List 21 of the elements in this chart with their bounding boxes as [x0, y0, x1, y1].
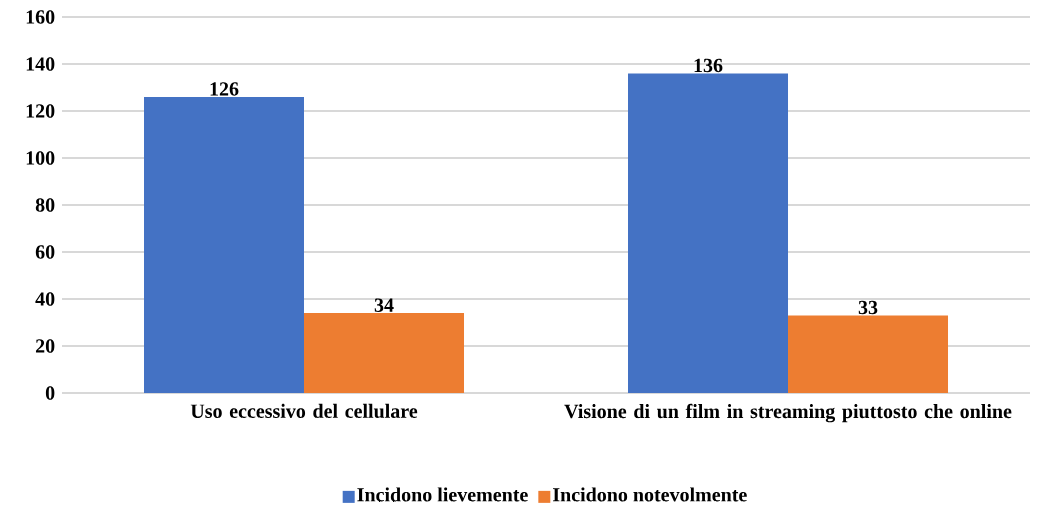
legend-label: Incidono notevolmente	[552, 487, 747, 502]
y-tick-label: 0	[45, 386, 55, 400]
legend-label: Incidono lievemente	[357, 487, 528, 502]
x-tick-label: Visione di un film in streaming piuttosto che online	[564, 403, 1012, 423]
y-tick-label: 100	[26, 151, 55, 165]
data-label: 136	[694, 58, 723, 73]
y-tick-label: 160	[26, 10, 55, 24]
x-tick-label: Uso eccessivo del cellulare	[190, 403, 418, 418]
bar	[628, 73, 789, 393]
y-tick-label: 80	[35, 198, 55, 212]
y-tick-label: 140	[26, 57, 55, 71]
data-label: 34	[374, 298, 394, 312]
data-label: 33	[858, 300, 878, 315]
y-tick-label: 40	[35, 292, 55, 306]
bar	[144, 96, 304, 393]
y-tick-label: 20	[35, 339, 55, 353]
y-tick-label: 60	[35, 245, 55, 259]
bar	[788, 315, 949, 393]
data-label: 126	[210, 82, 239, 96]
bar	[304, 313, 464, 393]
y-tick-label: 120	[26, 104, 55, 118]
